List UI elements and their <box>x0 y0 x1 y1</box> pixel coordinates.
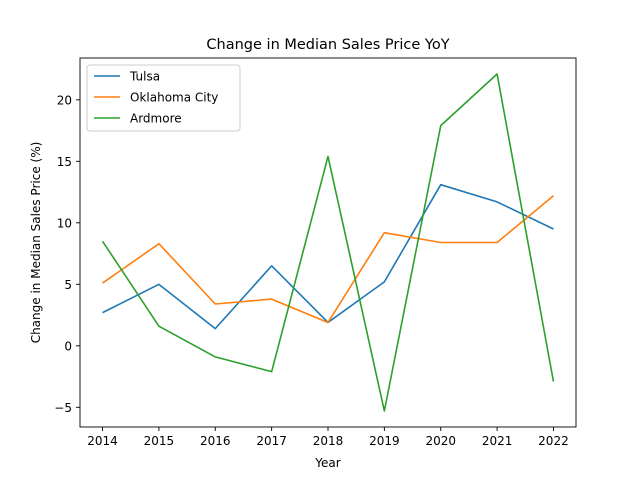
y-axis-ticks: −5 0 5 10 15 20 <box>54 93 80 415</box>
y-tick-label: 10 <box>57 216 72 230</box>
y-tick-label: 5 <box>64 278 72 292</box>
legend-label-ardmore: Ardmore <box>130 112 182 126</box>
x-axis-ticks: 2014 2015 2016 2017 2018 2019 2020 2021 2022 <box>87 427 569 448</box>
legend: Tulsa Oklahoma City Ardmore <box>86 64 241 132</box>
y-tick-label: 0 <box>64 339 72 353</box>
y-tick-label: 20 <box>57 93 72 107</box>
plot-area <box>101 73 555 412</box>
x-tick-label: 2017 <box>256 434 287 448</box>
x-tick-label: 2015 <box>144 434 175 448</box>
x-tick-label: 2022 <box>538 434 569 448</box>
legend-label-tulsa: Tulsa <box>129 70 160 84</box>
x-tick-label: 2020 <box>425 434 456 448</box>
x-tick-label: 2014 <box>87 434 118 448</box>
series-line-oklahoma-city <box>102 195 554 324</box>
y-axis-label: Change in Median Sales Price (%) <box>29 142 43 344</box>
x-tick-label: 2018 <box>313 434 344 448</box>
legend-label-oklahoma-city: Oklahoma City <box>130 91 218 105</box>
y-tick-label: −5 <box>54 401 72 415</box>
y-tick-label: 15 <box>57 155 72 169</box>
x-tick-label: 2016 <box>200 434 231 448</box>
x-axis-label: Year <box>314 456 340 470</box>
x-tick-label: 2019 <box>369 434 400 448</box>
series-line-ardmore <box>101 73 555 412</box>
x-tick-label: 2021 <box>482 434 513 448</box>
chart-title: Change in Median Sales Price YoY <box>206 37 449 53</box>
legend-box <box>86 64 241 132</box>
